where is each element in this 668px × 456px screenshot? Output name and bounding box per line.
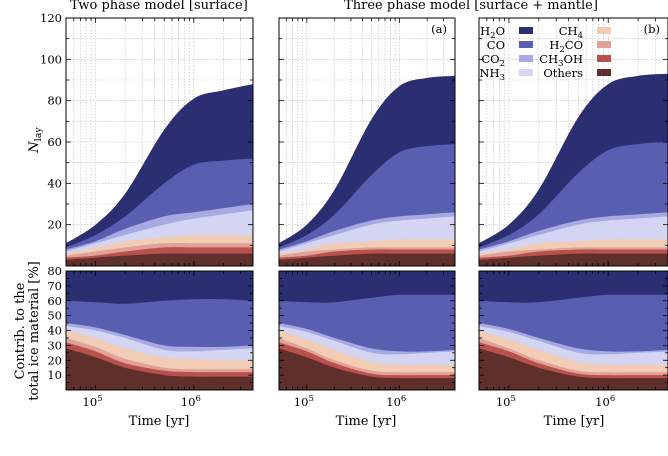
legend-swatch-ch3oh	[597, 55, 611, 62]
legend-swatch-ch4	[597, 27, 611, 34]
areas	[66, 271, 253, 390]
y-tick-label: 70	[47, 279, 62, 293]
areas	[66, 84, 253, 266]
ylabel-bottom-line1: Contrib. to the	[13, 282, 28, 379]
legend-label-ch3oh: CH3OH	[539, 52, 583, 69]
areas	[279, 75, 455, 266]
y-tick-label: 50	[47, 309, 62, 323]
y-tick-label: 80	[47, 264, 62, 278]
areas	[479, 73, 668, 266]
ticks	[278, 270, 456, 390]
ticks	[65, 17, 254, 266]
y-tick-label: 10	[47, 368, 62, 382]
y-tick-label: 80	[47, 94, 62, 108]
areas	[479, 271, 668, 390]
legend-swatch-nh3	[519, 69, 533, 76]
ylabel-top-sub: lay	[33, 127, 44, 142]
y-tick-label: 100	[40, 52, 62, 66]
y-tick-label: 40	[47, 324, 62, 338]
ticks	[278, 17, 456, 266]
panel-top-right: (b)	[478, 17, 668, 267]
x-tick-label: 106	[386, 394, 406, 409]
xlabel-right: Time [yr]	[544, 414, 605, 429]
xlabel-left: Time [yr]	[129, 414, 190, 429]
area-others	[279, 253, 455, 266]
panel-bottom-right: 105 106	[478, 270, 668, 409]
legend-label-others: Others	[543, 66, 583, 80]
area-others	[479, 348, 668, 390]
ylabel-bottom-line2: total ice material [%]	[27, 261, 42, 400]
x-tick-label: 105	[496, 394, 516, 409]
legend-swatch-co2	[519, 55, 533, 62]
ticks	[478, 270, 668, 390]
ticks	[478, 17, 668, 266]
x-tick-label: 106	[595, 394, 615, 409]
title-left: Two phase model [surface]	[70, 0, 248, 13]
y-tick-label: 120	[40, 11, 62, 25]
area-others	[279, 348, 455, 390]
panel-top-middle: (a)	[278, 17, 456, 267]
y-tick-label: 20	[47, 218, 62, 232]
areas	[279, 271, 455, 390]
area-others	[66, 348, 253, 390]
ylabel-top: Nlay	[27, 127, 44, 154]
area-others	[66, 253, 253, 266]
legend-label-co: CO	[487, 38, 505, 52]
y-tick-label: 40	[47, 176, 62, 190]
area-others	[479, 253, 668, 266]
ticks	[65, 270, 254, 390]
legend-swatch-h2co	[597, 41, 611, 48]
y-tick-label: 20	[47, 353, 62, 367]
legend-label-h2co: H2CO	[549, 38, 583, 55]
title-right: Three phase model [surface + mantle]	[344, 0, 598, 13]
panel-tag: (a)	[431, 22, 447, 36]
legend-swatch-others	[597, 69, 611, 76]
legend-label-ch4: CH4	[559, 24, 583, 41]
y-tick-label: 30	[47, 338, 62, 352]
x-tick-label: 106	[181, 394, 201, 409]
panel-top-left: 20 40 60 80 100 120	[40, 11, 254, 267]
x-tick-label: 105	[83, 394, 103, 409]
legend-swatch-co	[519, 41, 533, 48]
y-tick-label: 60	[47, 135, 62, 149]
x-tick-label: 105	[294, 394, 314, 409]
legend-label-co2: CO2	[481, 52, 505, 69]
xlabel-middle: Time [yr]	[336, 414, 397, 429]
legend-label-nh3: NH3	[479, 66, 505, 83]
panel-tag: (b)	[644, 22, 660, 36]
ylabel-top-main: N	[27, 141, 42, 154]
panel-bottom-middle: 105 106	[278, 270, 456, 409]
legend-swatch-h2o	[519, 27, 533, 34]
y-tick-label: 60	[47, 294, 62, 308]
legend-label-h2o: H2O	[480, 24, 505, 41]
